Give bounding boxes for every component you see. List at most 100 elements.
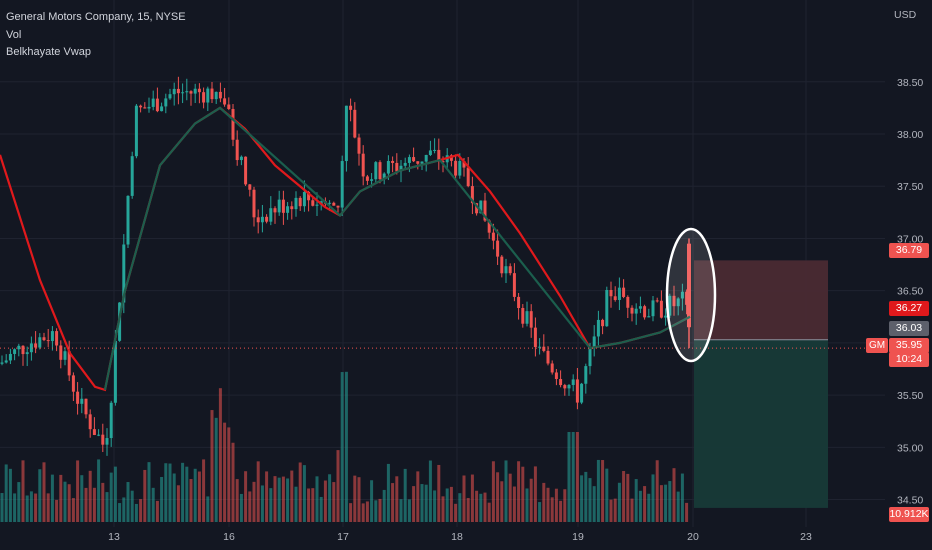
candle-body <box>302 191 306 207</box>
volume-bar <box>374 500 378 522</box>
price-axis[interactable]: 38.5038.0037.5037.0036.5036.0035.5035.00… <box>885 0 932 550</box>
candle-body <box>512 273 516 297</box>
time-axis[interactable]: 13 16 17 18 19 20 23 <box>0 527 932 550</box>
volume-bar <box>143 469 147 522</box>
candle-body <box>647 316 651 318</box>
volume-bar <box>357 477 361 522</box>
candle-body <box>273 208 277 213</box>
volume-bar <box>475 490 479 522</box>
x-tick-label: 16 <box>223 531 235 543</box>
candle-body <box>4 360 8 363</box>
stop-loss-zone <box>694 260 828 340</box>
candle-body <box>399 165 403 172</box>
volume-bar <box>76 460 80 522</box>
volume-bar <box>328 474 332 522</box>
candle-body <box>500 256 504 274</box>
symbol-title[interactable]: General Motors Company, 15, NYSE <box>6 11 186 23</box>
volume-bar <box>29 491 33 522</box>
volume-bar <box>105 492 109 522</box>
x-tick-label: 17 <box>337 531 349 543</box>
volume-bar <box>307 488 311 522</box>
volume-bar <box>130 490 134 522</box>
candle-body <box>676 298 680 307</box>
volume-bar <box>46 493 50 522</box>
candle-body <box>42 337 46 341</box>
candle-body <box>559 379 563 386</box>
candle-body <box>601 319 605 327</box>
volume-bar <box>349 503 353 522</box>
volume-bar <box>8 468 12 522</box>
candle-body <box>168 94 172 99</box>
candle-body <box>55 331 59 346</box>
volume-bar <box>550 497 554 522</box>
candle-body <box>181 92 185 94</box>
candle-body <box>420 161 424 164</box>
volume-bar <box>370 480 374 522</box>
candle-body <box>139 105 143 108</box>
candle-body <box>17 345 21 350</box>
candle-body <box>315 204 319 206</box>
volume-bar <box>416 471 420 522</box>
volume-bar <box>437 464 441 522</box>
countdown-tag: 10:24 <box>889 352 929 367</box>
candle-body <box>134 105 138 157</box>
indicator-vwap-label[interactable]: Belkhayate Vwap <box>6 46 91 58</box>
volume-bar <box>487 502 491 522</box>
volume-bar <box>210 410 214 522</box>
candle-body <box>622 287 626 297</box>
candle-body <box>538 346 542 348</box>
candle-body <box>596 319 600 337</box>
candle-body <box>214 91 218 100</box>
candle-body <box>80 398 84 404</box>
volume-bar <box>113 466 117 522</box>
volume-bar <box>462 475 466 522</box>
candle-body <box>391 160 395 163</box>
candle-body <box>643 306 647 318</box>
volume-bar <box>311 488 315 522</box>
volume-bar <box>286 478 290 522</box>
volume-bar <box>38 469 42 522</box>
volume-bar <box>491 461 495 522</box>
volume-bar <box>21 460 25 522</box>
currency-label: USD <box>894 9 917 21</box>
candle-body <box>210 88 214 100</box>
candle-body <box>298 197 302 207</box>
entry-price-tag: 36.03 <box>889 321 929 336</box>
candle-body <box>428 150 432 155</box>
volume-bar <box>4 464 8 522</box>
volume-bar <box>655 460 659 522</box>
indicator-vol-label[interactable]: Vol <box>6 28 22 41</box>
volume-bar <box>223 422 227 522</box>
candle-body <box>13 349 17 354</box>
volume-bar <box>609 499 613 522</box>
volume-bar <box>584 471 588 522</box>
volume-bar <box>323 480 327 522</box>
candle-body <box>223 98 227 105</box>
volume-bar <box>433 490 437 522</box>
volume-bar <box>151 487 155 522</box>
candle-body <box>655 300 659 302</box>
volume-bar <box>659 485 663 522</box>
x-tick-label: 23 <box>800 531 812 543</box>
candle-body <box>634 308 638 314</box>
candle-body <box>441 161 445 163</box>
candle-body <box>130 156 134 196</box>
volume-bar <box>542 482 546 522</box>
candle-body <box>59 345 63 360</box>
candle-body <box>294 197 298 210</box>
volume-bar <box>378 498 382 522</box>
volume-bar <box>685 502 689 522</box>
volume-bar <box>588 478 592 522</box>
volume-bar <box>269 488 273 522</box>
candle-body <box>672 295 676 307</box>
volume-bar <box>160 476 164 522</box>
volume-bar <box>17 482 21 522</box>
candle-body <box>533 327 537 348</box>
candle-body <box>113 340 117 403</box>
candle-body <box>244 156 248 185</box>
volume-bar <box>592 486 596 522</box>
candle-body <box>101 434 105 445</box>
candle-body <box>651 300 655 317</box>
volume-bar <box>596 459 600 522</box>
